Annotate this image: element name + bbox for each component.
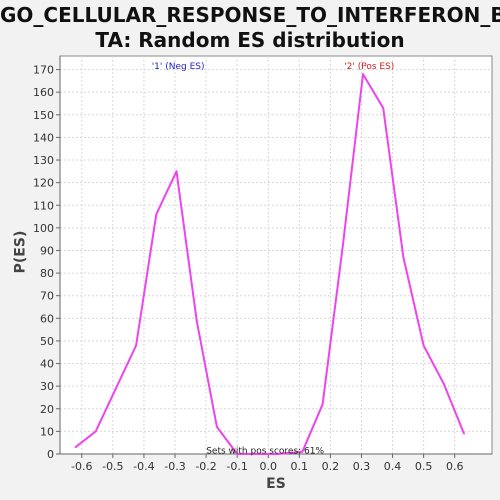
series-line bbox=[74, 73, 465, 455]
y-axis-label-box: P(ES) bbox=[5, 230, 35, 274]
y-tick-label: 30 bbox=[40, 380, 54, 393]
y-tick-label: 70 bbox=[40, 290, 54, 303]
y-tick-label: 10 bbox=[40, 425, 54, 438]
x-axis-label: ES bbox=[266, 476, 286, 492]
x-tick-label: 0.0 bbox=[259, 460, 277, 473]
data-point bbox=[341, 245, 344, 247]
data-point bbox=[216, 425, 218, 428]
data-point bbox=[175, 170, 178, 173]
data-point bbox=[135, 344, 138, 347]
x-tick-label: -0.1 bbox=[226, 460, 247, 473]
plot-area bbox=[59, 55, 493, 455]
y-tick-label: 90 bbox=[40, 244, 54, 257]
y-tick-label: 60 bbox=[40, 312, 54, 325]
y-tick-label: 140 bbox=[33, 131, 54, 144]
x-tick-label: -0.6 bbox=[71, 460, 92, 473]
data-point bbox=[256, 453, 259, 455]
chart-title: GO_CELLULAR_RESPONSE_TO_INTERFERON_BE TA… bbox=[0, 3, 500, 53]
data-point bbox=[115, 387, 117, 390]
x-tick-label: -0.3 bbox=[164, 460, 185, 473]
data-point bbox=[301, 450, 304, 453]
x-tick-label: -0.4 bbox=[133, 460, 154, 473]
y-tick-label: 130 bbox=[33, 154, 54, 167]
annotation-label: '2' (Pos ES) bbox=[344, 62, 394, 72]
y-tick-label: 100 bbox=[33, 222, 54, 235]
y-axis-label: P(ES) bbox=[12, 230, 28, 274]
data-point bbox=[94, 430, 97, 433]
y-tick-label: 20 bbox=[40, 403, 54, 416]
x-tick-label: 0.2 bbox=[322, 460, 340, 473]
y-tick-label: 80 bbox=[40, 267, 54, 280]
data-point bbox=[195, 319, 198, 322]
y-tick-label: 160 bbox=[33, 86, 54, 99]
annotation-label: '1' (Neg ES) bbox=[152, 62, 205, 72]
x-tick-label: 0.6 bbox=[446, 460, 464, 473]
x-tick-label: -0.5 bbox=[102, 460, 123, 473]
data-point bbox=[236, 453, 239, 455]
data-point bbox=[422, 344, 425, 347]
data-point bbox=[442, 382, 445, 385]
data-point bbox=[362, 73, 364, 75]
data-point bbox=[402, 256, 405, 259]
annotation-label: Sets with pos scores: 61% bbox=[206, 446, 324, 456]
y-tick-label: 110 bbox=[33, 199, 54, 212]
data-point bbox=[155, 213, 158, 216]
y-tick-label: 40 bbox=[40, 358, 54, 371]
y-tick-label: 170 bbox=[33, 64, 54, 77]
data-point bbox=[463, 432, 465, 435]
y-tick-label: 150 bbox=[33, 109, 54, 122]
x-tick-label: 0.5 bbox=[415, 460, 433, 473]
chart-title-line-1: GO_CELLULAR_RESPONSE_TO_INTERFERON_BE bbox=[0, 3, 500, 27]
y-tick-label: 50 bbox=[40, 335, 54, 348]
x-tick-label: -0.2 bbox=[195, 460, 216, 473]
data-point bbox=[321, 403, 324, 406]
x-tick-label: 0.1 bbox=[291, 460, 309, 473]
data-point bbox=[74, 446, 77, 449]
y-tick-label: 120 bbox=[33, 177, 54, 190]
data-point bbox=[382, 107, 385, 109]
x-tick-label: 0.4 bbox=[384, 460, 402, 473]
data-point bbox=[276, 453, 279, 455]
chart-title-line-2: TA: Random ES distribution bbox=[95, 28, 405, 52]
y-tick-label: 0 bbox=[47, 448, 54, 461]
x-tick-label: 0.3 bbox=[353, 460, 371, 473]
